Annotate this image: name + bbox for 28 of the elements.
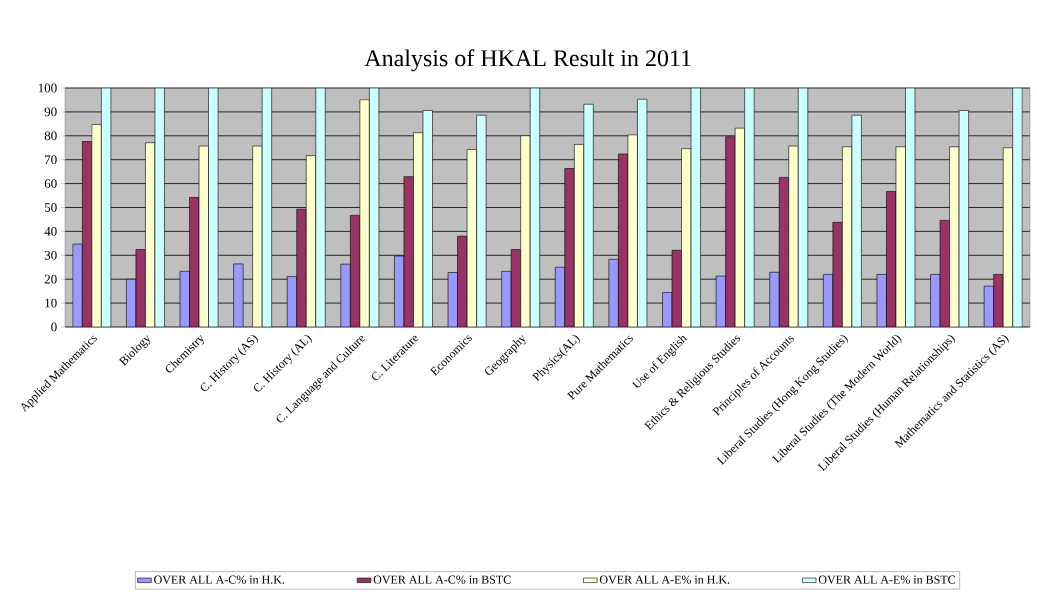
- bar: [340, 263, 351, 327]
- y-tick-label: 20: [44, 274, 57, 284]
- y-tick-label: 40: [44, 227, 57, 236]
- bar: [993, 274, 1004, 327]
- legend-label: OVER ALL A-C% in H.K.: [154, 575, 285, 584]
- bar: [564, 168, 575, 327]
- bar: [788, 145, 799, 327]
- y-tick-label: 0: [51, 322, 57, 332]
- bar: [501, 271, 512, 327]
- y-tick-label: 60: [44, 179, 57, 188]
- y-tick-label: 100: [38, 83, 57, 93]
- bar: [91, 124, 102, 327]
- bar: [296, 208, 307, 327]
- bar: [72, 243, 83, 327]
- bar: [832, 222, 843, 327]
- y-tick-label: 90: [44, 107, 57, 117]
- y-tick-label: 10: [45, 298, 57, 308]
- y-tick-label: 70: [45, 155, 57, 165]
- y-tick-label: 80: [44, 131, 57, 141]
- legend-label: OVER ALL A-C% in BSTC: [373, 575, 511, 584]
- bar: [520, 135, 531, 327]
- bar: [769, 271, 780, 327]
- y-tick-label: 50: [44, 203, 57, 212]
- chart-title: Analysis of HKAL Result in 2011: [364, 49, 691, 72]
- legend-label: OVER ALL A-E% in BSTC: [818, 575, 955, 584]
- bar: [252, 145, 263, 327]
- y-tick-label: 30: [44, 250, 57, 260]
- legend-label: OVER ALL A-E% in H.K.: [599, 575, 730, 584]
